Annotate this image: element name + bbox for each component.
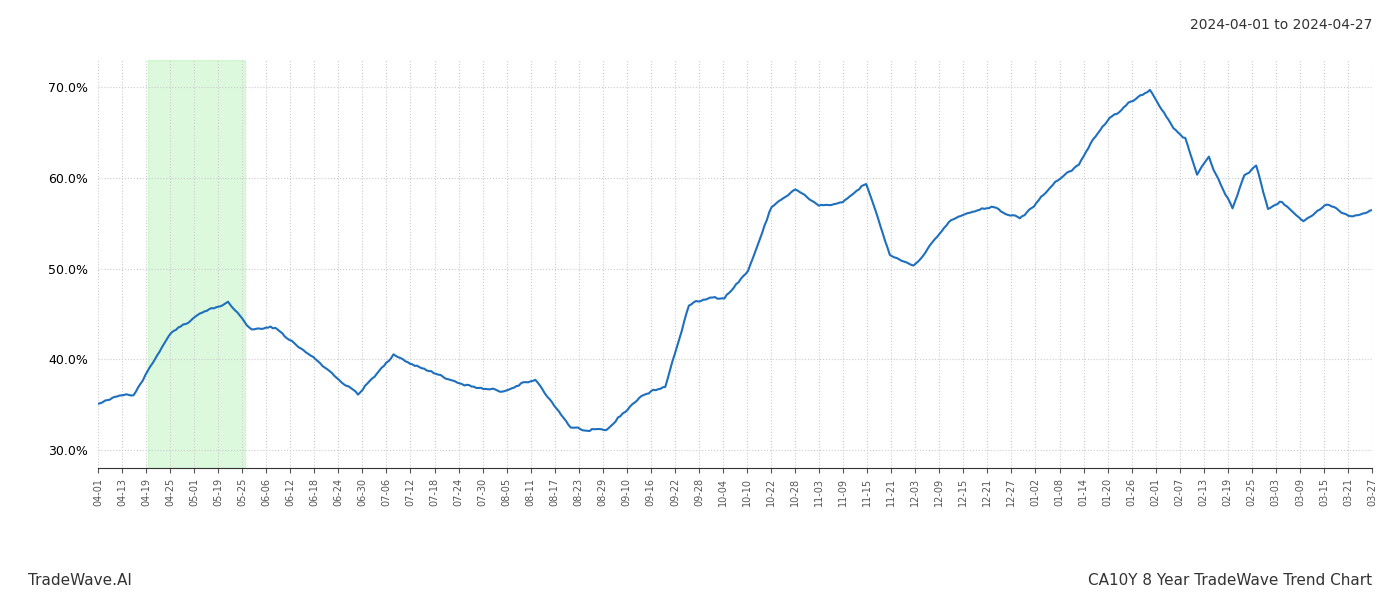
Text: TradeWave.AI: TradeWave.AI xyxy=(28,573,132,588)
Text: CA10Y 8 Year TradeWave Trend Chart: CA10Y 8 Year TradeWave Trend Chart xyxy=(1088,573,1372,588)
Bar xyxy=(147,60,245,468)
Text: 2024-04-01 to 2024-04-27: 2024-04-01 to 2024-04-27 xyxy=(1190,18,1372,32)
